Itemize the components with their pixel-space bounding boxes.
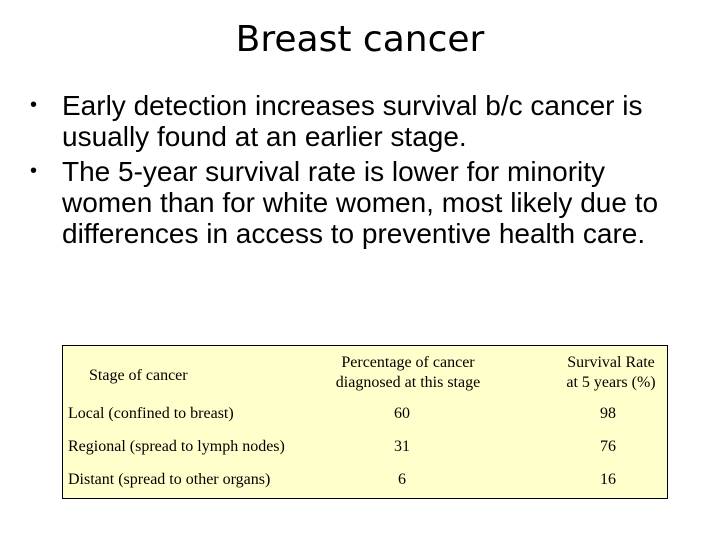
row-distant-percentage: 6: [398, 471, 406, 488]
bullet-list: • Early detection increases survival b/c…: [28, 90, 688, 253]
row-regional-percentage: 31: [394, 438, 410, 455]
row-distant-stage: Distant (spread to other organs): [68, 471, 271, 488]
bullet-dot-icon: •: [30, 94, 38, 116]
header-percentage-line2: diagnosed at this stage: [335, 374, 481, 391]
row-regional-stage: Regional (spread to lymph nodes): [68, 438, 285, 455]
header-percentage-line1: Percentage of cancer: [341, 354, 475, 371]
row-local-percentage: 60: [394, 405, 410, 422]
slide-title: Breast cancer: [235, 19, 485, 60]
header-survival-line1: Survival Rate: [567, 354, 655, 371]
bullet-text: Early detection increases survival b/c c…: [62, 90, 643, 152]
bullet-item: • Early detection increases survival b/c…: [28, 90, 688, 152]
survival-table: Stage of cancer Percentage of cancer dia…: [62, 345, 668, 499]
header-stage: Stage of cancer: [89, 367, 188, 384]
row-distant-survival: 16: [600, 471, 616, 488]
bullet-text: The 5-year survival rate is lower for mi…: [62, 156, 659, 249]
row-local-survival: 98: [600, 405, 616, 422]
header-survival-line2: at 5 years (%): [566, 374, 656, 391]
bullet-item: • The 5-year survival rate is lower for …: [28, 156, 688, 249]
row-regional-survival: 76: [600, 438, 616, 455]
row-local-stage: Local (confined to breast): [68, 405, 234, 422]
bullet-dot-icon: •: [30, 160, 38, 182]
